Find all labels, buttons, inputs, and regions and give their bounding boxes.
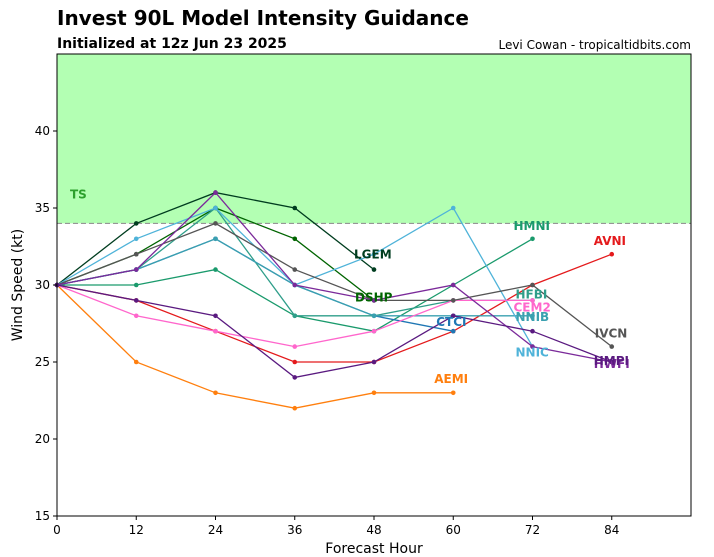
data-point <box>133 251 139 257</box>
data-point <box>213 205 218 211</box>
data-point <box>213 221 218 226</box>
x-tick-label: 0 <box>53 523 61 537</box>
data-point <box>292 267 298 272</box>
model-label-ctci: CTCI <box>436 315 466 329</box>
x-tick-label: 60 <box>446 523 461 537</box>
x-axis-ticks: 0 12 24 36 48 60 72 84 <box>53 516 619 537</box>
data-point <box>609 251 615 257</box>
series-hmpi <box>54 282 615 380</box>
y-axis-label: Wind Speed (kt) <box>10 229 26 342</box>
series-line-hmpi <box>56 284 613 379</box>
data-point <box>133 221 139 226</box>
data-point <box>133 236 139 242</box>
y-tick-label: 35 <box>35 201 50 215</box>
data-point <box>133 313 139 319</box>
series-line-hfbi <box>56 207 533 317</box>
y-tick-label: 40 <box>35 124 50 138</box>
data-point <box>133 298 139 303</box>
y-tick-label: 20 <box>35 432 50 446</box>
data-point <box>371 267 377 272</box>
data-point <box>530 282 535 288</box>
x-axis-label: Forecast Hour <box>325 541 423 557</box>
chart-credit: Levi Cowan - tropicaltidbits.com <box>498 38 691 52</box>
data-point <box>213 328 218 334</box>
model-label-hfbi: HFBI <box>516 287 548 301</box>
chart-title: Invest 90L Model Intensity Guidance <box>57 6 469 30</box>
y-tick-label: 25 <box>35 355 50 369</box>
model-label-hmpi: HMPI <box>594 354 629 368</box>
series-nnib <box>54 236 535 319</box>
x-tick-label: 12 <box>129 523 144 537</box>
model-label-nnib: NNIB <box>516 310 550 324</box>
x-tick-label: 24 <box>208 523 223 537</box>
data-point <box>609 344 615 349</box>
data-point <box>133 282 139 288</box>
data-point <box>450 205 456 211</box>
data-point <box>371 390 377 396</box>
model-label-dshp: DSHP <box>355 290 393 304</box>
x-tick-label: 48 <box>366 523 381 537</box>
data-point <box>371 359 377 365</box>
model-label-lgem: LGEM <box>354 248 392 262</box>
y-tick-label: 30 <box>35 278 50 292</box>
data-point <box>530 298 535 303</box>
data-point <box>213 190 218 195</box>
data-point <box>292 236 298 242</box>
data-point <box>292 344 298 349</box>
data-point <box>450 282 456 288</box>
data-point <box>213 390 218 396</box>
data-point <box>371 251 377 257</box>
data-point <box>450 313 456 319</box>
data-point <box>133 267 139 272</box>
data-point <box>133 359 139 365</box>
data-point <box>530 328 535 334</box>
data-point <box>371 298 377 303</box>
data-point <box>530 344 535 349</box>
data-point <box>609 359 615 365</box>
data-point <box>371 313 377 319</box>
y-axis-ticks: 15 20 25 30 35 40 <box>35 124 57 523</box>
data-point <box>530 313 535 319</box>
data-point <box>292 375 298 380</box>
series-line-avni <box>56 253 613 363</box>
series-line-nnib <box>56 238 533 317</box>
tropical-storm-region <box>57 54 691 224</box>
chart-subtitle: Initialized at 12z Jun 23 2025 <box>57 36 287 52</box>
series-line-aemi <box>56 284 454 409</box>
data-point <box>530 236 535 242</box>
data-point <box>371 328 377 334</box>
data-point <box>450 390 456 396</box>
data-point <box>292 313 298 319</box>
data-point <box>292 205 298 211</box>
model-label-cem2: CEM2 <box>514 300 551 314</box>
data-point <box>450 328 456 334</box>
model-label-ivcn: IVCN <box>595 327 628 341</box>
data-point <box>292 359 298 365</box>
series-line-ivcn <box>56 222 613 348</box>
x-tick-label: 72 <box>525 523 540 537</box>
y-tick-label: 15 <box>35 509 50 523</box>
data-point <box>213 236 218 242</box>
model-label-aemi: AEMI <box>434 372 468 386</box>
model-label-hmni: HMNI <box>514 219 551 233</box>
data-point <box>292 405 298 411</box>
model-label-hwfi: HWFI <box>594 357 630 371</box>
model-labels-layer: AVNI AEMI HMNI LGEM DSHP CTCI HFBI NNIB NNIC CEM2… <box>354 219 630 386</box>
data-point <box>450 298 456 303</box>
model-label-avni: AVNI <box>594 234 626 248</box>
data-point <box>213 267 218 272</box>
x-tick-label: 36 <box>287 523 302 537</box>
series-line-hwfi <box>56 191 612 363</box>
tropical-storm-label: TS <box>70 187 87 201</box>
x-tick-label: 84 <box>604 523 619 537</box>
data-point <box>292 282 298 288</box>
model-label-nnic: NNIC <box>516 346 550 360</box>
data-point <box>213 313 218 319</box>
